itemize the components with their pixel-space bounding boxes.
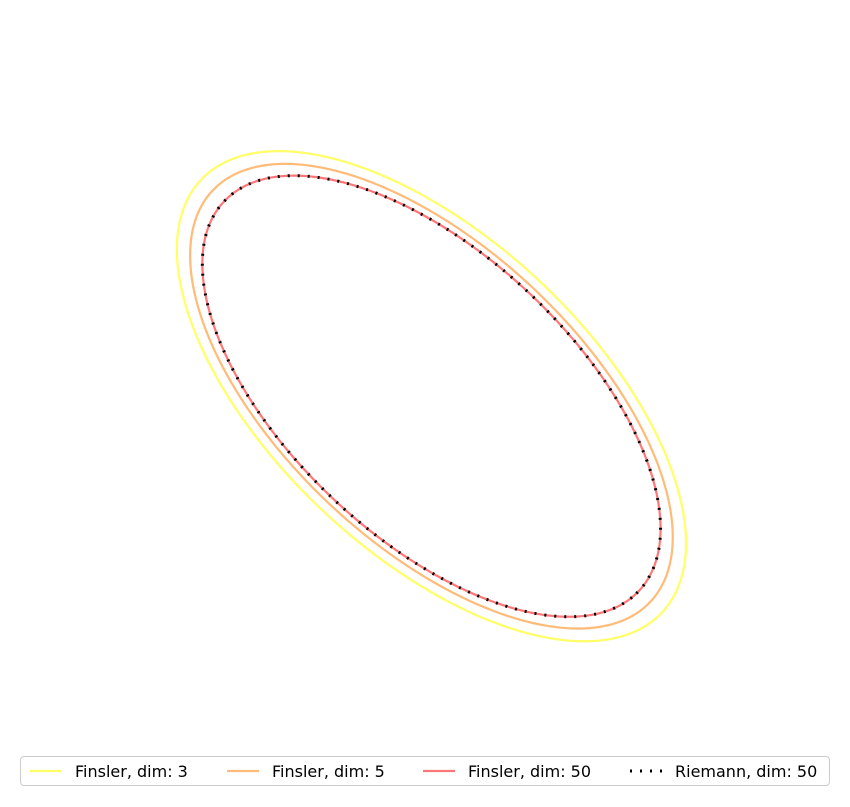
series-line-3 [200,174,663,619]
legend-swatch-finsler-dim3 [29,766,63,776]
plot-area [175,150,688,643]
legend-label-finsler-dim3: Finsler, dim: 3 [75,761,188,781]
legend-swatch-riemann-dim50 [629,766,663,776]
series-line-2 [201,174,662,618]
legend-label-finsler-dim50: Finsler, dim: 50 [468,761,592,781]
legend-item-riemann-dim50: Riemann, dim: 50 [629,757,817,785]
series-line-1 [189,162,674,630]
legend-label-riemann-dim50: Riemann, dim: 50 [675,761,818,781]
legend: Finsler, dim: 3 Finsler, dim: 5 Finsler,… [20,756,830,786]
legend-swatch-finsler-dim5 [226,766,260,776]
legend-item-finsler-dim3: Finsler, dim: 3 [29,757,188,785]
legend-label-finsler-dim5: Finsler, dim: 5 [272,761,385,781]
series-line-0 [175,150,688,643]
legend-swatch-finsler-dim50 [422,766,456,776]
legend-item-finsler-dim50: Finsler, dim: 50 [422,757,591,785]
legend-item-finsler-dim5: Finsler, dim: 5 [226,757,385,785]
